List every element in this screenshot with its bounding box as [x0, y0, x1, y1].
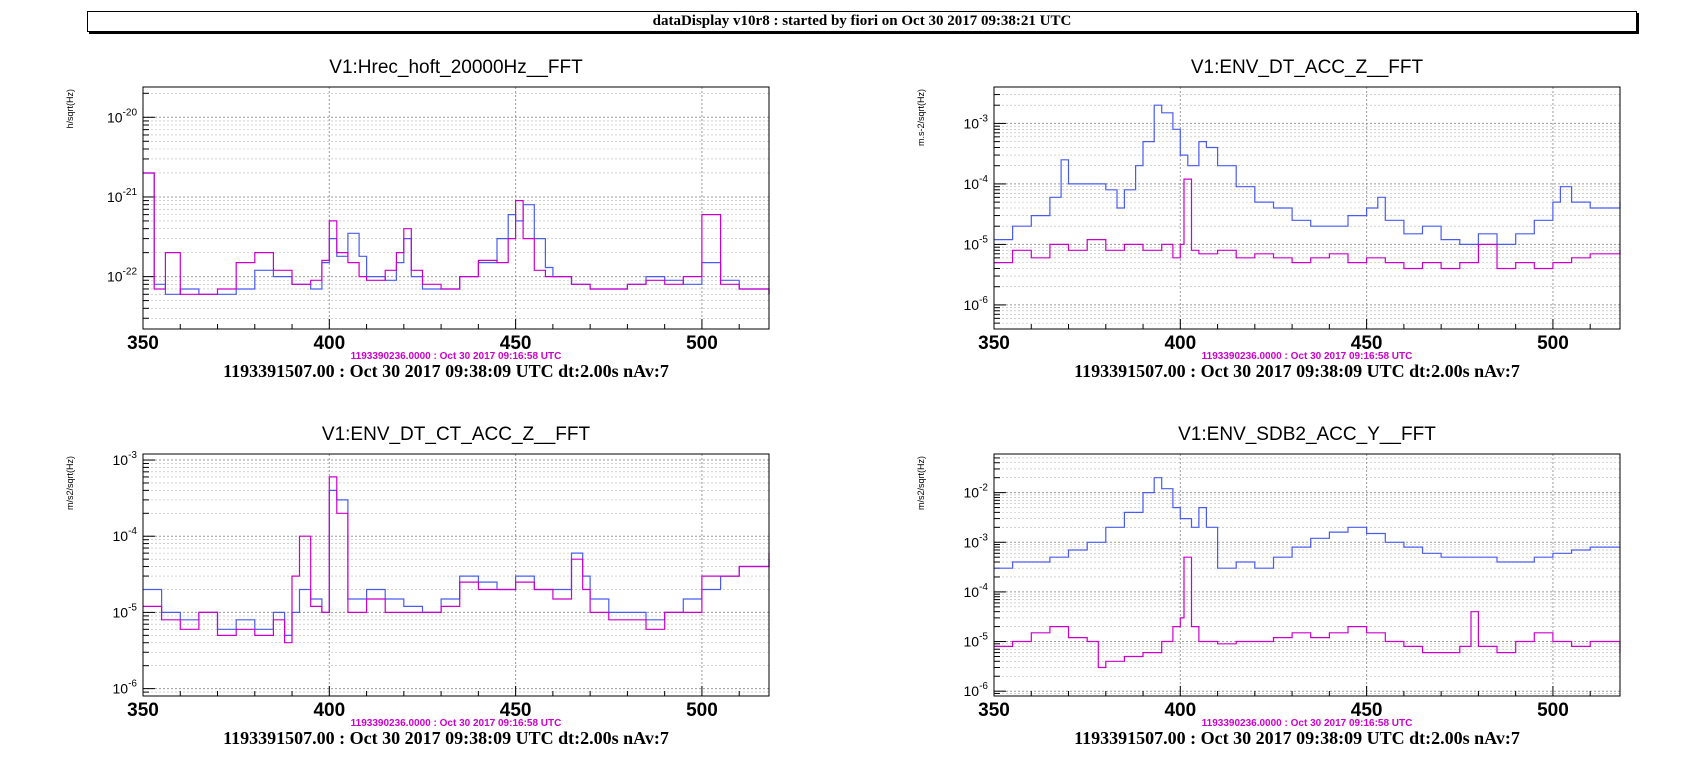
unit-clip — [749, 334, 777, 348]
footer-time-label: 1193391507.00 : Oct 30 2017 09:38:09 UTC… — [1074, 361, 1520, 381]
y-axis-label: m.s-2/sqrt(Hz) — [916, 89, 926, 146]
y-axis-label: m/s2/sqrt(Hz) — [65, 456, 75, 510]
x-tick-label: 400 — [313, 700, 345, 721]
y-tick-label: 10-4 — [964, 582, 989, 600]
footer-time-label: 1193391507.00 : Oct 30 2017 09:38:09 UTC… — [223, 728, 669, 748]
y-tick-label: 10-22 — [107, 267, 137, 285]
y-tick-label: 10-4 — [964, 174, 989, 192]
y-tick-label: 10-3 — [964, 532, 989, 550]
chart-svg: V1:Hrec_hoft_20000Hz__FFT h/sqrt(Hz) 350 40… — [65, 57, 777, 381]
reference-time-label: 1193390236.0000 : Oct 30 2017 09:16:58 U… — [1202, 718, 1413, 729]
x-tick-label: 350 — [978, 333, 1010, 354]
unit-clip — [1600, 701, 1628, 715]
unit-clip — [749, 701, 777, 715]
chart-title: V1:ENV_SDB2_ACC_Y__FFT — [1178, 424, 1436, 445]
y-tick-label: 10-4 — [113, 526, 138, 544]
y-tick-label: 10-6 — [964, 681, 989, 699]
chart-svg: V1:ENV_SDB2_ACC_Y__FFT m/s2/sqrt(Hz) 350 40… — [916, 424, 1628, 748]
chart-title: V1:ENV_DT_ACC_Z__FFT — [1191, 57, 1424, 78]
x-tick-label: 350 — [127, 333, 159, 354]
pad-env-dt-acc-z: V1:ENV_DT_ACC_Z__FFT m.s-2/sqrt(Hz) 350 400… — [851, 40, 1702, 403]
y-tick-label: 10-21 — [107, 187, 137, 205]
plot-frame — [993, 453, 1621, 697]
plot-frame — [993, 86, 1621, 330]
x-tick-label: 450 — [1351, 333, 1383, 354]
reference-trace — [143, 476, 770, 644]
plot-frame — [142, 453, 770, 697]
pad-env-sdb2-acc-y: V1:ENV_SDB2_ACC_Y__FFT m/s2/sqrt(Hz) 350 40… — [851, 407, 1702, 772]
footer-time-label: 1193391507.00 : Oct 30 2017 09:38:09 UTC… — [1074, 728, 1520, 748]
y-tick-label: 10-5 — [964, 632, 989, 650]
unit-clip — [1600, 334, 1628, 348]
x-tick-label: 350 — [978, 700, 1010, 721]
footer-time-label: 1193391507.00 : Oct 30 2017 09:38:09 UTC… — [223, 361, 669, 381]
y-tick-label: 10-3 — [113, 450, 138, 468]
pad-env-dt-ct-acc-z: V1:ENV_DT_CT_ACC_Z__FFT m/s2/sqrt(Hz) 350 4… — [0, 407, 851, 772]
x-tick-label: 400 — [1164, 333, 1196, 354]
y-tick-label: 10-5 — [964, 234, 989, 252]
reference-trace — [994, 178, 1621, 270]
x-tick-label: 400 — [1164, 700, 1196, 721]
y-tick-label: 10-3 — [964, 113, 989, 131]
x-tick-label: 500 — [1537, 700, 1569, 721]
y-axis-label: m/s2/sqrt(Hz) — [916, 456, 926, 510]
y-tick-label: 10-2 — [964, 483, 989, 501]
reference-trace — [143, 172, 770, 295]
reference-time-label: 1193390236.0000 : Oct 30 2017 09:16:58 U… — [351, 718, 562, 729]
plot-frame — [142, 86, 770, 330]
x-tick-label: 400 — [313, 333, 345, 354]
chart-title: V1:Hrec_hoft_20000Hz__FFT — [329, 57, 583, 78]
chart-svg: V1:ENV_DT_CT_ACC_Z__FFT m/s2/sqrt(Hz) 350 4… — [65, 424, 777, 748]
x-tick-label: 500 — [686, 333, 718, 354]
current-trace — [994, 477, 1620, 569]
x-tick-label: 500 — [686, 700, 718, 721]
reference-time-label: 1193390236.0000 : Oct 30 2017 09:16:58 U… — [1202, 351, 1413, 362]
y-tick-label: 10-20 — [107, 107, 137, 125]
x-tick-label: 350 — [127, 700, 159, 721]
chart-svg: V1:ENV_DT_ACC_Z__FFT m.s-2/sqrt(Hz) 350 400… — [916, 57, 1628, 381]
x-tick-label: 450 — [500, 333, 532, 354]
current-trace — [994, 104, 1621, 245]
reference-trace — [994, 556, 1621, 669]
pad-hrec-hoft: V1:Hrec_hoft_20000Hz__FFT h/sqrt(Hz) 350 40… — [0, 40, 851, 403]
y-tick-label: 10-6 — [113, 679, 138, 697]
x-tick-label: 450 — [1351, 700, 1383, 721]
x-tick-label: 450 — [500, 700, 532, 721]
x-tick-label: 500 — [1537, 333, 1569, 354]
window-header: dataDisplay v10r8 : started by fiori on … — [87, 11, 1637, 32]
chart-title: V1:ENV_DT_CT_ACC_Z__FFT — [322, 424, 591, 445]
y-tick-label: 10-5 — [113, 602, 138, 620]
reference-time-label: 1193390236.0000 : Oct 30 2017 09:16:58 U… — [351, 351, 562, 362]
y-tick-label: 10-6 — [964, 295, 989, 313]
y-axis-label: h/sqrt(Hz) — [65, 89, 75, 129]
current-trace — [143, 172, 770, 295]
current-trace — [143, 489, 770, 636]
